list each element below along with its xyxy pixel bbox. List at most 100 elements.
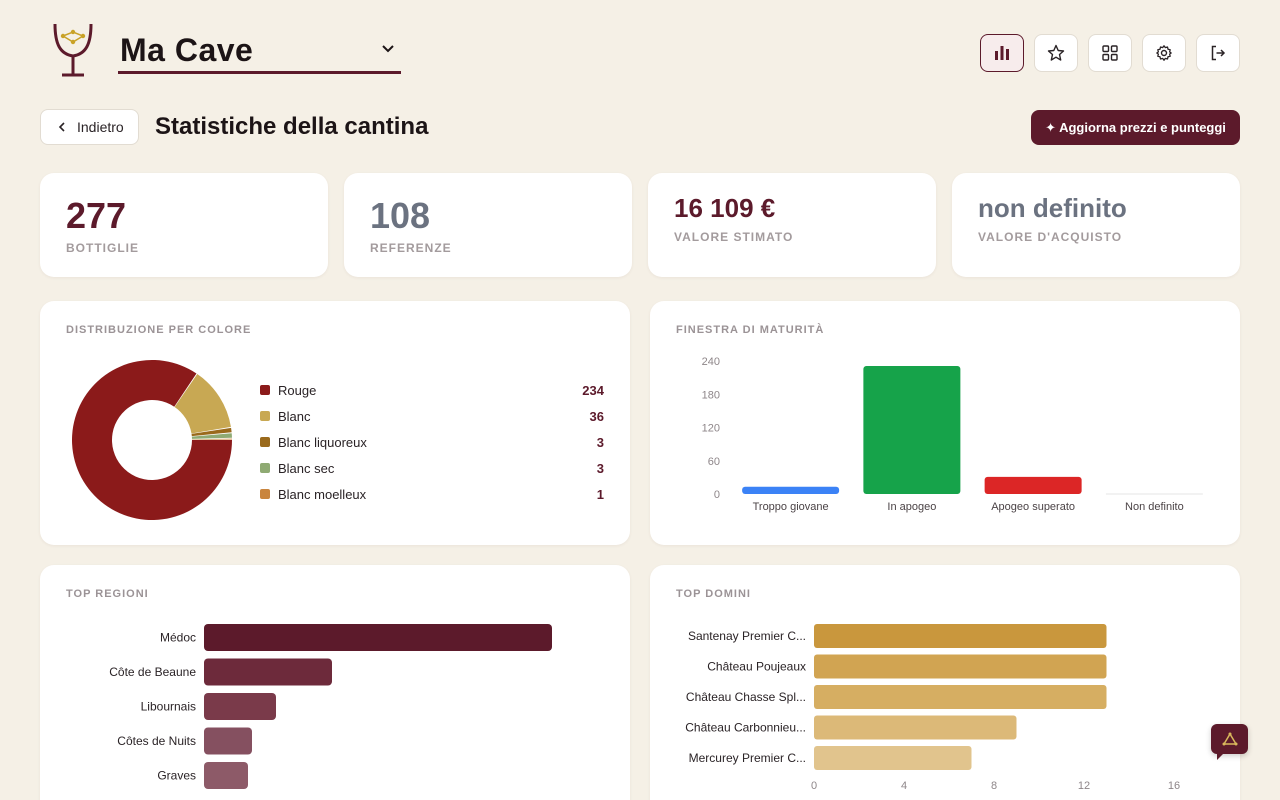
settings-button[interactable] xyxy=(1142,34,1186,72)
wine-glass-logo-icon xyxy=(53,23,93,77)
stat-value: non definito xyxy=(978,193,1127,223)
stat-label: REFERENZE xyxy=(370,241,452,255)
color-distribution-panel: DISTRIBUZIONE PER COLORE Rouge 234 Blanc 36… xyxy=(40,301,630,545)
assistant-fab-button[interactable] xyxy=(1211,724,1248,760)
fab-tail xyxy=(1217,754,1223,760)
gear-icon xyxy=(1156,45,1172,61)
panel-title: DISTRIBUZIONE PER COLORE xyxy=(66,324,252,336)
back-button[interactable]: Indietro xyxy=(40,109,139,145)
x-tick-label: Troppo giovane xyxy=(753,501,829,513)
domain-label: Santenay Premier C... xyxy=(688,629,806,643)
y-tick-label: 60 xyxy=(708,456,720,468)
region-bar xyxy=(204,762,248,789)
stat-label: BOTTIGLIE xyxy=(66,241,139,255)
domains-bar-chart: Santenay Premier C... Château Poujeaux Châ… xyxy=(685,624,1180,792)
maturity-bar xyxy=(742,486,840,494)
legend-count: 36 xyxy=(589,408,604,424)
favorites-button[interactable] xyxy=(1034,34,1078,72)
color-legend: Rouge 234 Blanc 36 Blanc liquoreux 3 Blanc sec… xyxy=(260,377,604,507)
stat-card-estimated-value: 16 109 € VALORE STIMATO xyxy=(648,173,936,277)
domain-bar xyxy=(814,654,1107,679)
y-tick-label: 180 xyxy=(702,389,720,401)
chevron-down-icon xyxy=(382,45,394,53)
maturity-bar-chart: 0 60 120 180 240 Troppo giovane In apogeo Apoge… xyxy=(702,356,1203,513)
logout-icon xyxy=(1211,45,1226,61)
region-bar xyxy=(204,693,276,720)
cellar-selector[interactable]: Ma Cave xyxy=(118,30,401,74)
legend-label: Blanc liquoreux xyxy=(278,434,367,450)
legend-label: Blanc moelleux xyxy=(278,486,367,502)
donut-slice-blanc-moelleux xyxy=(191,438,232,440)
stat-card-bottles: 277 BOTTIGLIE xyxy=(40,173,328,277)
legend-label: Rouge xyxy=(278,382,317,398)
donut-slice-blanc-sec xyxy=(191,433,232,439)
donut-slice-blanc xyxy=(174,374,231,434)
y-tick-label: 120 xyxy=(702,423,720,435)
region-label: Graves xyxy=(157,769,196,783)
domain-bar xyxy=(814,685,1107,709)
panel-title: TOP DOMINI xyxy=(676,588,751,600)
panel-title: TOP REGIONI xyxy=(66,588,149,600)
legend-label: Blanc xyxy=(278,408,311,424)
legend-item: Blanc liquoreux 3 xyxy=(260,429,604,455)
x-tick-label: 12 xyxy=(1078,780,1090,792)
stats-button[interactable] xyxy=(980,34,1024,72)
x-tick-label: 16 xyxy=(1168,780,1180,792)
legend-label: Blanc sec xyxy=(278,460,335,476)
stat-label: VALORE STIMATO xyxy=(674,230,794,244)
assistant-icon xyxy=(1222,732,1237,746)
star-icon xyxy=(1047,44,1065,61)
domain-label: Château Poujeaux xyxy=(707,660,806,674)
region-label: Côtes de Nuits xyxy=(117,734,196,748)
legend-item: Rouge 234 xyxy=(260,377,604,403)
domain-label: Château Carbonnieu... xyxy=(685,721,806,735)
legend-swatch xyxy=(260,437,270,447)
region-bar xyxy=(204,658,332,686)
legend-count: 1 xyxy=(596,486,604,502)
x-tick-label: Non definito xyxy=(1125,501,1184,513)
stat-value: 277 xyxy=(66,195,127,236)
panel-title: FINESTRA DI MATURITÀ xyxy=(676,324,825,336)
top-domains-panel: TOP DOMINI Santenay Premier C... Château … xyxy=(650,565,1240,800)
stat-card-references: 108 REFERENZE xyxy=(344,173,632,277)
y-tick-label: 0 xyxy=(714,489,720,501)
donut-slice-blanc-liquoreux xyxy=(191,427,232,437)
grid-icon xyxy=(1102,45,1118,61)
maturity-panel: FINESTRA DI MATURITÀ 0 60 120 180 240 Troppo … xyxy=(650,301,1240,545)
stats-icon xyxy=(995,46,1009,60)
grid-view-button[interactable] xyxy=(1088,34,1132,72)
region-label: Libournais xyxy=(141,700,196,714)
stat-card-purchase-value: non definito VALORE D'ACQUISTO xyxy=(952,173,1240,277)
x-tick-label: Apogeo superato xyxy=(991,501,1075,513)
app-header: Ma Cave xyxy=(0,0,1280,100)
legend-swatch xyxy=(260,463,270,473)
update-prices-button[interactable]: ✦ Aggiorna prezzi e punteggi xyxy=(1031,110,1240,145)
region-bar xyxy=(204,624,552,651)
x-tick-label: 4 xyxy=(901,780,907,792)
stat-value: 108 xyxy=(370,195,431,236)
color-donut-chart xyxy=(72,360,232,520)
region-label: Côte de Beaune xyxy=(109,665,196,679)
x-tick-label: In apogeo xyxy=(887,501,936,513)
domain-bar xyxy=(814,624,1107,648)
legend-item: Blanc moelleux 1 xyxy=(260,481,604,507)
domain-label: Château Chasse Spl... xyxy=(686,690,806,704)
legend-count: 3 xyxy=(596,434,604,450)
region-bar xyxy=(204,727,252,755)
legend-count: 234 xyxy=(582,382,604,398)
domain-label: Mercurey Premier C... xyxy=(689,751,806,765)
maturity-bar xyxy=(863,365,961,494)
logout-button[interactable] xyxy=(1196,34,1240,72)
top-regions-panel: TOP REGIONI Médoc Côte de Beaune Libournai… xyxy=(40,565,630,800)
stat-label: VALORE D'ACQUISTO xyxy=(978,230,1123,244)
domain-bar xyxy=(814,715,1017,740)
back-label: Indietro xyxy=(77,119,124,135)
legend-item: Blanc 36 xyxy=(260,403,604,429)
x-tick-label: 8 xyxy=(991,780,997,792)
x-tick-label: 0 xyxy=(811,780,817,792)
domain-bar xyxy=(814,746,972,770)
region-label: Médoc xyxy=(160,631,196,645)
legend-swatch xyxy=(260,489,270,499)
legend-swatch xyxy=(260,411,270,421)
legend-swatch xyxy=(260,385,270,395)
